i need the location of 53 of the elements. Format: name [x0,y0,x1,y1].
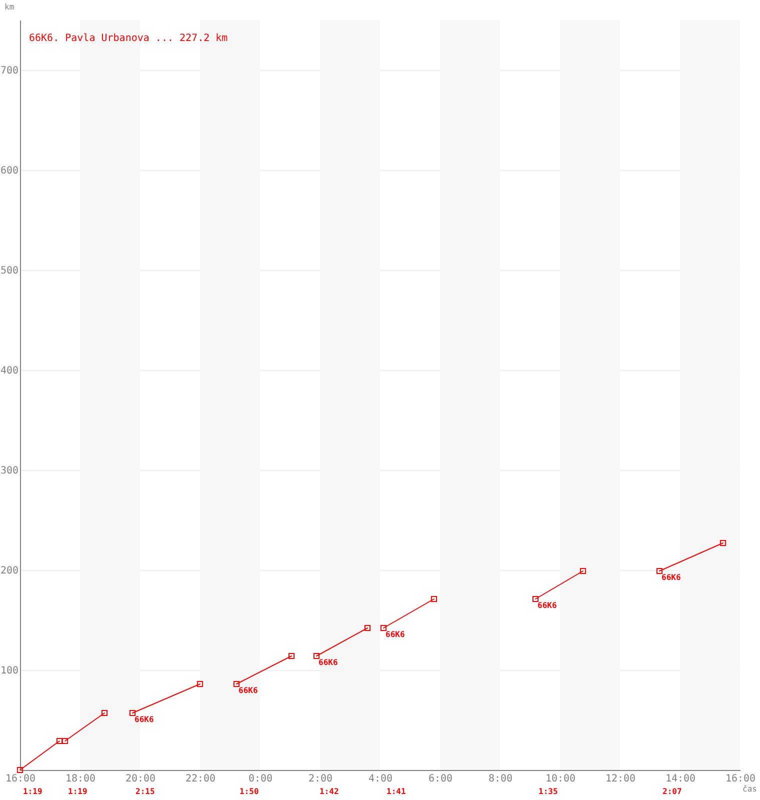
x-tick-label: 0:00 [248,774,273,784]
point [380,624,387,632]
y-axis-title: km [4,2,14,12]
point [313,652,320,660]
x-tick-label: 6:00 [428,774,453,784]
y-tick-label: 400 [0,366,18,376]
point [720,540,726,546]
point [656,568,663,574]
x-tick-label: 8:00 [488,774,513,784]
x-tick-label: 22:00 [185,774,216,784]
x-tick-label: 2:00 [308,774,333,784]
series-label: 66K6 [662,573,681,582]
x-tick-label: 16:00 [725,774,756,784]
point [101,710,108,716]
y-tick-label: 500 [0,266,18,276]
y-tick-label: 600 [0,166,18,176]
x-tick-label: 18:00 [65,774,96,784]
point [62,738,68,744]
x-axis-title: čas [742,784,758,794]
x-tick-label: 10:00 [545,774,576,784]
text: 2:07 [662,787,682,796]
point [196,680,204,688]
x-tick-label: 4:00 [368,774,393,784]
y-tick-label: 100 [0,666,18,676]
point [16,766,24,774]
text: 1:50 [240,787,259,796]
x-tick-label: 16:00 [5,774,36,784]
series-label: 66K6 [134,715,154,724]
y-tick-label: 300 [0,466,18,476]
point [233,680,240,688]
series-label: 66K6 [538,601,557,610]
series-label: 66K6 [386,630,405,639]
text: 1:42 [320,787,339,796]
point [364,624,371,632]
point [532,596,539,602]
series-label: 66K6 [318,658,338,667]
text: 1:41 [386,787,406,796]
x-tick-label: 12:00 [605,774,636,784]
point [129,710,136,716]
text: 2:15 [136,787,155,796]
text: 1:19 [23,787,42,796]
point [56,738,63,744]
series-label: 66K6 [238,686,258,695]
x-tick-label: 20:00 [125,774,156,784]
point [580,568,586,574]
point [288,652,295,660]
text: 1:35 [538,787,558,796]
text: 66K6. Pavla Urbanova ... 227.2 km [29,33,228,44]
text: 1:19 [68,787,88,796]
point [430,596,438,602]
y-tick-label: 200 [0,566,18,576]
y-tick-label: 700 [0,66,18,76]
x-tick-label: 14:00 [665,774,696,784]
